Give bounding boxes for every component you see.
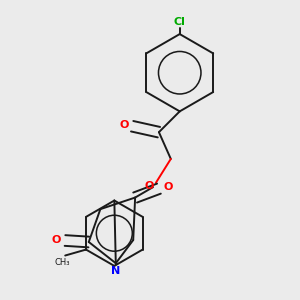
Text: N: N — [111, 266, 120, 276]
Text: O: O — [52, 235, 62, 245]
Text: O: O — [145, 181, 154, 191]
Text: Cl: Cl — [174, 17, 186, 27]
Text: O: O — [163, 182, 172, 192]
Text: CH₃: CH₃ — [55, 259, 70, 268]
Text: O: O — [119, 120, 128, 130]
